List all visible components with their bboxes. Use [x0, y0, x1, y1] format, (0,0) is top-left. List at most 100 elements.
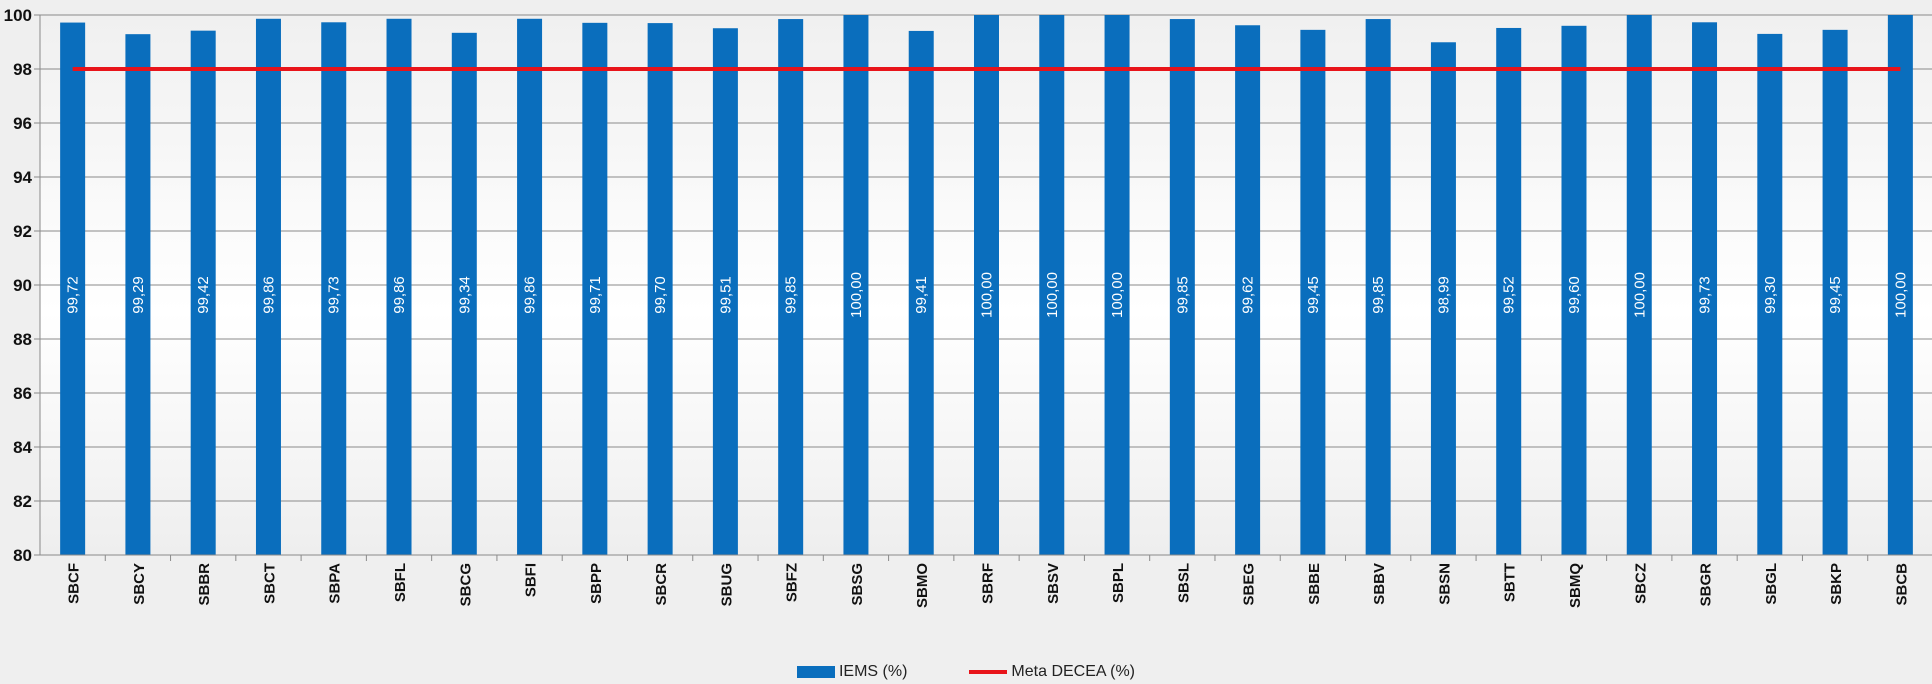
x-tick-label: SBBR	[196, 563, 213, 606]
bar	[321, 22, 347, 556]
data-label: 99,70	[652, 276, 669, 314]
data-label: 99,34	[456, 276, 473, 314]
bar	[255, 18, 281, 555]
x-tick-label: SBCR	[653, 563, 670, 606]
bar	[1235, 25, 1261, 555]
y-tick-label: 98	[13, 60, 32, 79]
x-tick-label: SBFZ	[784, 563, 801, 602]
bar	[1626, 15, 1652, 555]
legend-label-line: Meta DECEA (%)	[1011, 663, 1136, 680]
x-tick-label: SBPL	[1110, 563, 1127, 603]
x-tick-label: SBSN	[1436, 563, 1453, 605]
data-label: 99,52	[1501, 276, 1518, 314]
legend-item-line: Meta DECEA (%)	[969, 663, 1135, 681]
y-tick-label: 94	[13, 168, 32, 187]
bar	[60, 22, 86, 556]
y-tick-label: 92	[13, 222, 32, 241]
bar	[190, 30, 216, 556]
x-tick-label: SBMQ	[1567, 563, 1584, 608]
data-label: 99,41	[913, 276, 930, 314]
data-label: 99,51	[717, 276, 734, 314]
y-tick-label: 82	[13, 492, 32, 511]
x-tick-label: SBCY	[131, 563, 148, 605]
legend-label-bars: IEMS (%)	[838, 663, 908, 680]
y-tick-label: 86	[13, 384, 32, 403]
x-tick-label: SBPP	[588, 563, 605, 604]
data-label: 99,73	[326, 276, 343, 314]
x-tick-label: SBCG	[457, 563, 474, 606]
bar	[386, 18, 412, 555]
bar	[517, 18, 543, 555]
x-tick-label: SBCB	[1893, 563, 1910, 606]
x-tick-label: SBBV	[1371, 563, 1388, 605]
x-tick-label: SBSL	[1175, 563, 1192, 603]
legend-swatch-bars	[796, 666, 835, 678]
bar	[1430, 42, 1456, 555]
bar	[1039, 15, 1065, 555]
y-tick-label: 90	[13, 276, 32, 295]
bar	[1365, 19, 1391, 556]
bar-series: 99,72 99,29 99,42 99,86 99,73 99,86 99,34 99,86…	[60, 15, 1913, 556]
legend: IEMS (%) Meta DECEA (%)	[0, 660, 1932, 684]
data-label: 100,00	[979, 272, 996, 318]
data-label: 99,29	[130, 276, 147, 314]
x-tick-label: SBKP	[1828, 563, 1845, 605]
x-tick-label: SBGR	[1698, 563, 1715, 607]
bar	[582, 22, 608, 555]
x-tick-label: SBGL	[1763, 563, 1780, 605]
bar	[1104, 15, 1130, 555]
x-tick-label: SBSV	[1045, 563, 1062, 604]
bar	[1822, 29, 1848, 556]
x-tick-label: SBSG	[849, 563, 866, 606]
data-label: 99,86	[522, 276, 539, 314]
x-axis-ticks: SBCF SBCY SBBR SBCT SBPA SBFL SBCG SBFI SBPP SBCR…	[40, 554, 1932, 608]
x-tick-label: SBTT	[1502, 563, 1519, 602]
x-tick-label: SBRF	[980, 563, 997, 604]
data-label: 99,85	[1370, 276, 1387, 314]
y-tick-label: 84	[13, 438, 32, 457]
data-label: 99,72	[65, 276, 82, 314]
bar	[1496, 27, 1522, 555]
y-tick-label: 100	[4, 6, 32, 25]
bar	[778, 19, 804, 556]
bar	[125, 34, 151, 556]
data-label: 99,85	[1174, 276, 1191, 314]
x-tick-label: SBCZ	[1632, 563, 1649, 604]
bar	[1757, 33, 1783, 555]
bar	[451, 32, 477, 555]
data-label: 99,86	[260, 276, 277, 314]
data-label: 99,45	[1827, 276, 1844, 314]
x-tick-label: SBBE	[1306, 563, 1323, 605]
x-tick-label: SBFI	[523, 563, 540, 597]
bar	[647, 23, 673, 556]
x-tick-label: SBCT	[261, 563, 278, 604]
data-label: 100,00	[1892, 272, 1909, 318]
bar	[843, 15, 869, 555]
data-label: 99,85	[783, 276, 800, 314]
data-label: 99,71	[587, 276, 604, 314]
bar	[1887, 15, 1913, 555]
x-tick-label: SBPA	[327, 563, 344, 604]
data-label: 100,00	[1109, 272, 1126, 318]
data-label: 99,62	[1240, 276, 1257, 314]
data-label: 100,00	[1631, 272, 1648, 318]
data-label: 99,73	[1697, 276, 1714, 314]
data-label: 99,45	[1305, 276, 1322, 314]
x-tick-label: SBEG	[1241, 563, 1258, 606]
bar	[1692, 22, 1718, 556]
bar	[908, 30, 934, 556]
y-tick-label: 96	[13, 114, 32, 133]
bar	[1300, 29, 1326, 556]
data-label: 99,60	[1566, 276, 1583, 314]
x-tick-label: SBUG	[718, 563, 735, 606]
data-label: 100,00	[1044, 272, 1061, 318]
y-tick-label: 80	[13, 546, 32, 565]
x-tick-label: SBCF	[66, 563, 83, 604]
data-label: 98,99	[1435, 276, 1452, 314]
legend-item-bars: IEMS (%)	[796, 663, 908, 681]
x-tick-label: SBMO	[914, 563, 931, 608]
bar	[1169, 19, 1195, 556]
bar	[974, 15, 999, 555]
y-axis-ticks: 80 82 84 86 88 90 92 94 96 98 100	[4, 6, 41, 565]
